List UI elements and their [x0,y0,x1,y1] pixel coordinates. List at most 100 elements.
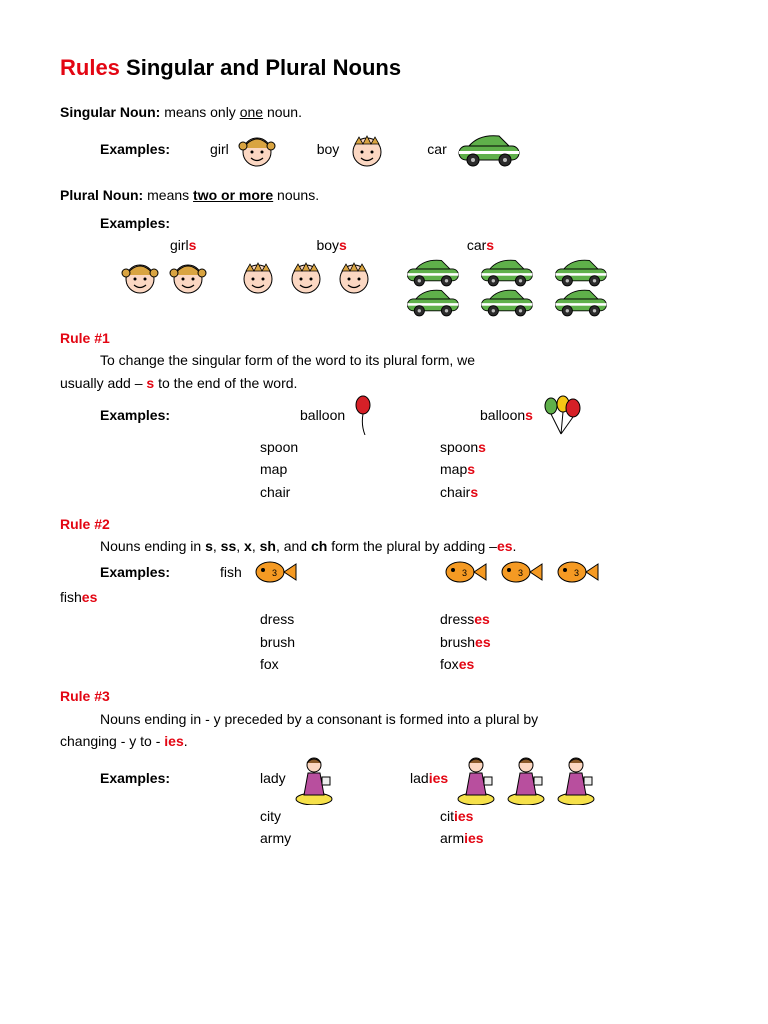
cars-base: car [467,237,486,253]
boys-base: boy [316,237,339,253]
r2-a: Nouns ending in [100,538,205,554]
example-row: dressdresses [60,608,708,630]
r2-sfx: es [497,538,513,554]
example-row: brushbrushes [60,631,708,653]
rule1-line2a: usually add – [60,375,146,391]
rule1-line2c: to the end of the word. [154,375,297,391]
example-singular: brush [260,631,440,653]
boy-icon [347,130,387,170]
r2-dot: . [513,538,517,554]
car-icon [552,287,618,317]
example-row: chairchairs [60,481,708,503]
rule3-lady-row: Examples: lady ladies [60,753,708,805]
r3-a: changing - y to - [60,733,164,749]
car-icon [404,287,470,317]
rule2-fish-row: Examples: fish [60,558,708,586]
r2-e3: x [244,538,252,554]
r2-c3: , [252,538,260,554]
example-plural: armies [440,827,620,849]
rule1-head: Rule #1 [60,327,708,349]
example-plural: chairs [440,481,620,503]
plural-def-pre: means [147,187,193,203]
singular-def-one: one [240,104,263,120]
examples-label: Examples: [60,404,300,426]
example-singular: spoon [260,436,440,458]
girls-s: s [189,237,197,253]
example-singular: city [260,805,440,827]
rule3-plur-0b: lad [410,770,429,786]
example-row: foxfoxes [60,653,708,675]
rule1-examples-head: Examples: balloon balloons [60,394,708,436]
example-plural: brushes [440,631,620,653]
rule3-head: Rule #3 [60,685,708,707]
boy-icon [334,257,374,297]
example-plural: maps [440,458,620,480]
balloon-icon [353,395,375,435]
example-singular: map [260,458,440,480]
example-row: armyarmies [60,827,708,849]
rule1-plur-0s: s [525,407,533,423]
rule3-sing-0: lady [260,767,286,789]
girl-icon [168,257,208,297]
fish-base: fish [60,589,82,605]
plural-examples-label: Examples: [60,212,708,234]
r2-e2: ss [221,538,237,554]
r2-c2: , [236,538,244,554]
r2-e1: s [205,538,213,554]
girls-base: girl [170,237,189,253]
car-icon [455,132,535,168]
example-plural: cities [440,805,620,827]
rule1-plur-0b: balloon [480,407,525,423]
r2-e5: ch [311,538,327,554]
example-singular: fox [260,653,440,675]
example-singular: army [260,827,440,849]
lady-icon [556,753,598,805]
fishes-word: fishes [60,586,708,608]
rule3-plur-0s: ies [429,770,448,786]
lady-icon [506,753,548,805]
fish-icon [440,558,488,586]
rule1-line2: usually add – s to the end of the word. [60,372,708,394]
rule1-sing-0: balloon [300,404,345,426]
r2-c4: , and [276,538,311,554]
word-boy: boy [317,138,340,160]
singular-section: Singular Noun: means only one noun. [60,101,708,123]
plural-def-two: two or more [193,187,273,203]
rule3-line1: Nouns ending in - y preceded by a conson… [60,708,708,730]
example-plural: spoons [440,436,620,458]
examples-label: Examples: [100,138,170,160]
rule2-head: Rule #2 [60,513,708,535]
singular-label: Singular Noun: [60,104,160,120]
page-title: Rules Singular and Plural Nouns [60,50,708,85]
girl-icon [237,130,277,170]
balloons-icon [541,394,583,436]
singular-def-pre: means only [164,104,239,120]
plural-label: Plural Noun: [60,187,143,203]
plural-words-row: girls boys cars [60,234,708,256]
r2-b: form the plural by adding – [327,538,497,554]
singular-examples-row: Examples: girl boy car [60,130,708,170]
example-singular: chair [260,481,440,503]
r3-dot: . [184,733,188,749]
examples-label: Examples: [60,767,260,789]
cars-s: s [486,237,494,253]
car-icon [552,257,618,287]
plural-section: Plural Noun: means two or more nouns. [60,184,708,206]
rule3-line2: changing - y to - ies. [60,730,708,752]
girls-icons [120,257,208,297]
car-icon [404,257,470,287]
example-row: spoonspoons [60,436,708,458]
lady-icon [456,753,498,805]
car-icon [478,287,544,317]
boy-icon [238,257,278,297]
fish-sing: fish [220,561,242,583]
boy-icon [286,257,326,297]
r3-b: ies [164,733,183,749]
boys-s: s [339,237,347,253]
cars-icons [404,257,618,317]
fish-icon [496,558,544,586]
girl-icon [120,257,160,297]
rule2-line: Nouns ending in s, ss, x, sh, and ch for… [60,535,708,557]
example-singular: dress [260,608,440,630]
car-icon [478,257,544,287]
